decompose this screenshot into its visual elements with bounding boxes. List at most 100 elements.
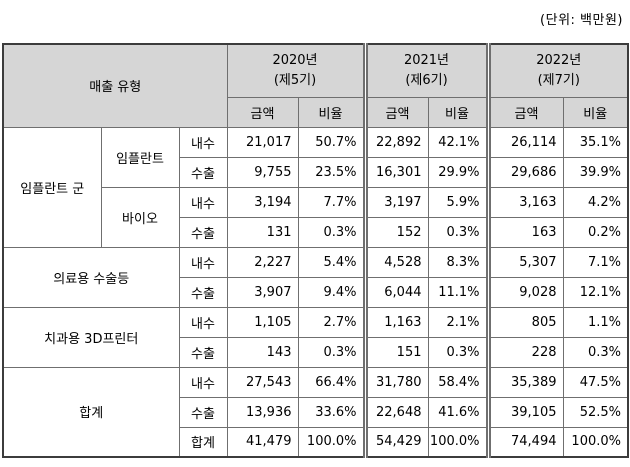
row-channel-label: 내수 [178,306,228,338]
year-header-2020: 2020년 (제5기) [226,43,366,98]
unit-note: (단위: 백만원) [540,13,623,28]
ratio-cell: 5.4% [297,246,366,278]
ratio-cell: 52.5% [562,396,629,428]
ratio-cell: 35.1% [562,126,629,158]
amount-cell: 1,105 [226,306,299,338]
ratio-cell: 0.2% [562,216,629,248]
ratio-cell: 7.7% [297,186,366,218]
row-channel-label: 내수 [178,186,228,218]
amount-cell: 3,194 [226,186,299,218]
amount-cell: 143 [226,336,299,368]
ratio-cell: 100.0% [562,426,629,458]
amount-cell: 54,429 [362,426,429,458]
ratio-cell: 42.1% [427,126,489,158]
table-row: 수출 9,755 23.5% 16,301 29.9% 29,686 39.9% [3,156,629,188]
amount-cell: 3,197 [362,186,429,218]
ratio-cell: 58.4% [427,366,489,398]
ratio-cell: 50.7% [297,126,366,158]
amount-cell: 5,307 [485,246,564,278]
amount-cell: 9,755 [226,156,299,188]
amount-cell: 3,907 [226,276,299,308]
amount-cell: 9,028 [485,276,564,308]
row-channel-label-total: 합계 [178,426,228,458]
amount-cell: 131 [226,216,299,248]
row-group-label: 의료용 수술등 [2,246,180,308]
measure-header-ratio: 비율 [297,96,366,128]
row-channel-label: 내수 [178,126,228,158]
amount-cell: 41,479 [226,426,299,458]
amount-cell: 22,648 [362,396,429,428]
row-group-label-total: 합계 [2,366,180,458]
table-row: 임플란트 군 임플란트 내수 21,017 50.7% 22,892 42.1%… [2,126,629,248]
ratio-cell: 4.2% [562,186,629,218]
ratio-cell: 11.1% [427,276,489,308]
amount-cell: 35,389 [485,366,564,398]
measure-header-ratio: 비율 [427,96,489,128]
amount-cell: 805 [485,306,564,338]
table-row: 수출 3,907 9.4% 6,044 11.1% 9,028 12.1% [3,276,629,308]
table-row: 수출 143 0.3% 151 0.3% 228 0.3% [3,336,629,368]
ratio-cell: 2.7% [297,306,366,338]
ratio-cell: 0.3% [297,216,366,248]
ratio-cell: 100.0% [297,426,366,458]
ratio-cell: 12.1% [562,276,629,308]
row-product-label: 바이오 [100,186,180,248]
amount-cell: 39,105 [485,396,564,428]
year-header-2021: 2021년 (제6기) [362,43,489,98]
ratio-cell: 2.1% [427,306,489,338]
ratio-cell: 47.5% [562,366,629,398]
ratio-cell: 66.4% [297,366,366,398]
ratio-cell: 1.1% [562,306,629,338]
amount-cell: 151 [362,336,429,368]
amount-cell: 6,044 [362,276,429,308]
table-row: 수출 131 0.3% 152 0.3% 163 0.2% [3,216,629,248]
table-row: 합계 41,479 100.0% 54,429 100.0% 74,494 10… [3,426,629,458]
ratio-cell: 7.1% [562,246,629,278]
table-row: 수출 13,936 33.6% 22,648 41.6% 39,105 52.5… [3,396,629,428]
ratio-cell: 8.3% [427,246,489,278]
amount-cell: 2,227 [226,246,299,278]
amount-cell: 74,494 [485,426,564,458]
ratio-cell: 33.6% [297,396,366,428]
ratio-cell: 9.4% [297,276,366,308]
table-row: 의료용 수술등 내수 2,227 5.4% 4,528 8.3% 5,307 7… [2,246,629,308]
row-channel-label: 수출 [178,336,228,368]
amount-cell: 228 [485,336,564,368]
row-channel-label: 내수 [178,246,228,278]
table-row: 합계 내수 27,543 66.4% 31,780 58.4% 35,389 4… [2,366,629,458]
amount-cell: 16,301 [362,156,429,188]
amount-cell: 13,936 [226,396,299,428]
row-channel-label: 수출 [178,396,228,428]
ratio-cell: 0.3% [427,216,489,248]
ratio-cell: 0.3% [297,336,366,368]
amount-cell: 22,892 [362,126,429,158]
amount-cell: 27,543 [226,366,299,398]
corner-header-sales-type: 매출 유형 [2,43,228,128]
amount-cell: 1,163 [362,306,429,338]
row-channel-label: 수출 [178,276,228,308]
row-channel-label: 수출 [178,156,228,188]
measure-header-amount: 금액 [485,96,564,128]
amount-cell: 152 [362,216,429,248]
amount-cell: 3,163 [485,186,564,218]
amount-cell: 21,017 [226,126,299,158]
table-row: 치과용 3D프린터 내수 1,105 2.7% 1,163 2.1% 805 1… [2,306,629,368]
ratio-cell: 23.5% [297,156,366,188]
header-row-years: 매출 유형 2020년 (제5기) 2021년 (제6기) 2022년 (제7기… [2,43,629,128]
row-group-label: 임플란트 군 [2,126,102,248]
ratio-cell: 5.9% [427,186,489,218]
sales-by-type-table: 매출 유형 2020년 (제5기) 2021년 (제6기) 2022년 (제7기… [2,43,629,458]
row-product-label: 임플란트 [100,126,180,188]
amount-cell: 26,114 [485,126,564,158]
amount-cell: 29,686 [485,156,564,188]
ratio-cell: 39.9% [562,156,629,188]
measure-header-ratio: 비율 [562,96,629,128]
ratio-cell: 0.3% [427,336,489,368]
ratio-cell: 0.3% [562,336,629,368]
ratio-cell: 41.6% [427,396,489,428]
measure-header-amount: 금액 [362,96,429,128]
row-channel-label: 내수 [178,366,228,398]
measure-header-amount: 금액 [226,96,299,128]
ratio-cell: 29.9% [427,156,489,188]
amount-cell: 163 [485,216,564,248]
